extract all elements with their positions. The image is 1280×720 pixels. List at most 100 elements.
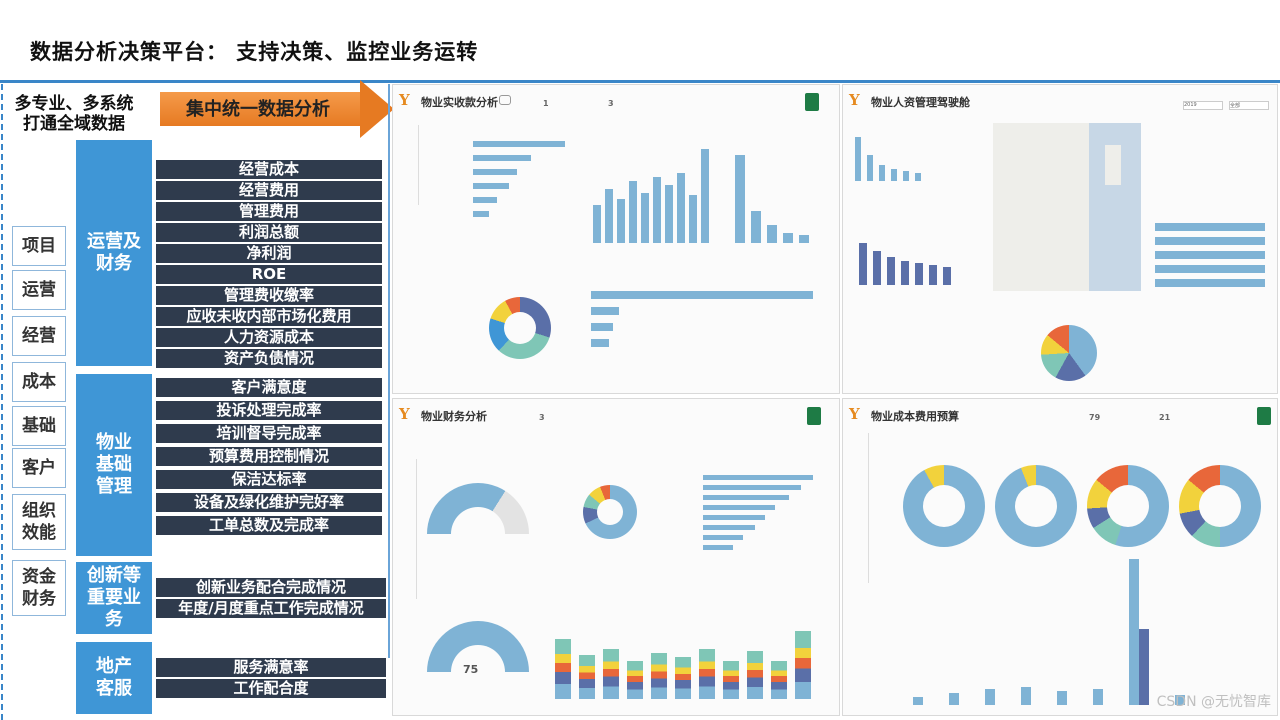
donut-hole <box>597 499 623 525</box>
page-title: 数据分析决策平台： 支持决策、监控业务运转 <box>30 40 479 64</box>
chart-bar <box>473 141 565 147</box>
kpi-2: 21 <box>1159 407 1170 422</box>
arrow-label: 集中统一数据分析 <box>186 99 330 120</box>
brand-logo-icon: Y <box>849 405 860 423</box>
city-select-value: 全部 <box>1230 103 1241 109</box>
stacked-bar <box>555 639 571 699</box>
category-business: 经营 <box>12 316 66 356</box>
item-operating-cost: 经营成本 <box>156 160 382 179</box>
chart-bar <box>703 515 765 520</box>
chart-bar <box>677 173 685 243</box>
chart-bar <box>605 189 613 243</box>
category-basic: 基础 <box>12 406 66 446</box>
multi-system-label: 多专业、多系统 打通全域数据 <box>6 94 142 134</box>
chart-bar <box>1057 691 1067 705</box>
arrow-body <box>160 92 360 126</box>
comment-icon[interactable] <box>499 95 511 105</box>
category-cost: 成本 <box>12 362 66 402</box>
chart-bar <box>985 689 995 705</box>
chart-bar <box>879 165 885 181</box>
kpi-1: 1 <box>543 93 549 108</box>
city-select[interactable]: 全部 <box>1229 101 1269 110</box>
year-select[interactable]: 2019 <box>1183 101 1223 110</box>
stacked-bar <box>795 631 811 699</box>
category-operation: 运营 <box>12 270 66 310</box>
map-island <box>1105 145 1121 185</box>
excel-export-icon[interactable] <box>807 407 821 425</box>
filter-year-list[interactable] <box>397 459 417 599</box>
chart-bar <box>1155 237 1265 245</box>
chart-bar <box>1155 265 1265 273</box>
group-realestate-service: 地产客服 <box>76 642 152 714</box>
chart-bar <box>915 263 923 285</box>
category-funds-finance: 资金财务 <box>12 560 66 616</box>
chart-bar <box>701 149 709 243</box>
donut-hole <box>1199 485 1241 527</box>
excel-export-icon[interactable] <box>1257 407 1271 425</box>
dashboard-receipts-title: 物业实收款分析 <box>421 96 498 109</box>
gauge-value: 75 <box>463 663 479 676</box>
watermark: CSDN @无忧智库 <box>1156 694 1271 710</box>
kpi-2-value: 3 <box>608 99 614 108</box>
donut-hole <box>504 312 536 344</box>
stacked-bar <box>579 655 595 699</box>
panel-connector-line <box>388 84 390 658</box>
dashboard-finance-title: 物业财务分析 <box>421 410 487 423</box>
brand-logo-icon: Y <box>399 405 410 423</box>
chart-bar <box>703 505 775 510</box>
group-basic-management: 物业基础管理 <box>76 374 152 556</box>
filter-company-list[interactable] <box>847 433 869 583</box>
item-operating-expense: 经营费用 <box>156 181 382 200</box>
chart-bar <box>629 181 637 243</box>
item-receivable-internal: 应收未收内部市场化费用 <box>156 307 382 326</box>
dashboard-hr-title: 物业人资管理驾驶舱 <box>871 96 970 109</box>
stacked-bar <box>603 649 619 699</box>
chart-bar <box>783 233 793 243</box>
left-dashed-border <box>1 84 3 720</box>
map-landmass <box>993 123 1089 291</box>
chart-bar <box>873 251 881 285</box>
dashboard-budget: Y 物业成本费用预算 79 21 CSDN @无忧智库 <box>842 398 1278 716</box>
chart-bar <box>593 205 601 243</box>
chart-bar <box>641 193 649 243</box>
chart-bar <box>867 155 873 181</box>
item-cooperation-degree: 工作配合度 <box>156 679 386 698</box>
chart-bar <box>703 485 801 490</box>
multi-label-line-1: 多专业、多系统 <box>14 94 134 114</box>
filter-region-list[interactable] <box>397 125 419 205</box>
chart-bar <box>949 693 959 705</box>
kpi-1: 3 <box>539 407 545 422</box>
dashboard-hr: Y 物业人资管理驾驶舱 2019 全部 <box>842 84 1278 394</box>
chart-bar <box>473 155 531 161</box>
dashboard-budget-title: 物业成本费用预算 <box>871 410 959 423</box>
chart-bar <box>1155 223 1265 231</box>
chart-bar <box>901 261 909 285</box>
stacked-bar <box>771 661 787 699</box>
item-total-profit: 利润总额 <box>156 223 382 242</box>
chart-bar <box>913 697 923 705</box>
donut-hole <box>923 485 965 527</box>
item-work-orders: 工单总数及完成率 <box>156 516 382 535</box>
chart-bar <box>1155 279 1265 287</box>
donut-hole <box>1015 485 1057 527</box>
item-training-completion: 培训督导完成率 <box>156 424 382 443</box>
central-analysis-arrow: 集中统一数据分析 <box>160 80 396 138</box>
group-innovation: 创新等重要业务 <box>76 562 152 634</box>
group-operation-finance: 运营及财务 <box>76 140 152 366</box>
chart-bar <box>703 495 789 500</box>
brand-logo-icon: Y <box>399 91 410 109</box>
stacked-bar <box>699 649 715 699</box>
excel-export-icon[interactable] <box>805 93 819 111</box>
item-innovation-completion: 创新业务配合完成情况 <box>156 578 386 597</box>
chart-bar <box>665 185 673 243</box>
kpi-1-value: 3 <box>539 413 545 422</box>
chart-bar <box>473 169 517 175</box>
chart-bar <box>689 195 697 243</box>
item-asset-liability: 资产负债情况 <box>156 349 382 368</box>
chart-bar <box>591 307 619 315</box>
chart-bar <box>1129 559 1139 705</box>
chart-bar <box>703 525 755 530</box>
item-management-expense: 管理费用 <box>156 202 382 221</box>
item-fee-collection-rate: 管理费收缴率 <box>156 286 382 305</box>
item-budget-control: 预算费用控制情况 <box>156 447 382 466</box>
